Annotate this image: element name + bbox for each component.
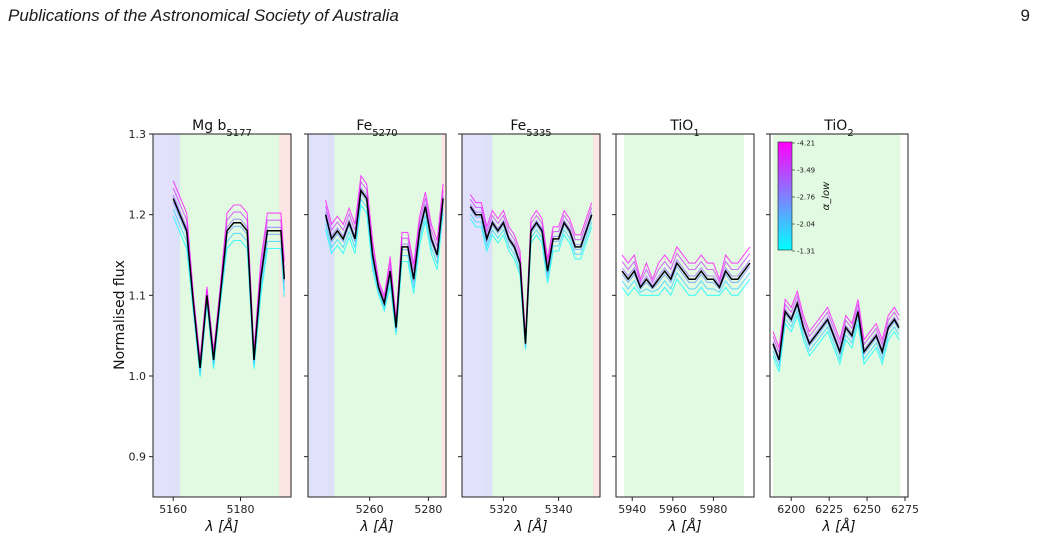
model-spectrum: [772, 299, 900, 358]
panel-title: Mg b5177: [192, 118, 252, 139]
y-tick-label: 0.9: [129, 451, 147, 464]
x-tick-label: 6200: [777, 503, 805, 516]
model-spectrum: [621, 278, 751, 297]
model-spectrum: [469, 194, 593, 338]
colorbar: [777, 141, 793, 251]
y-tick-label: 1.1: [129, 289, 147, 302]
green-band: [624, 134, 744, 497]
model-spectrum: [325, 203, 444, 335]
model-spectrum: [772, 289, 900, 348]
blue-band: [308, 134, 335, 497]
panel-frame: [461, 133, 601, 498]
model-spectrum: [772, 294, 900, 353]
x-tick-label: 5280: [414, 503, 442, 516]
green-band: [327, 134, 442, 497]
observed-spectrum: [324, 188, 444, 328]
x-axis-label: λ [Å]: [513, 518, 547, 535]
red-band: [593, 134, 600, 497]
model-spectrum: [325, 197, 444, 333]
model-spectrum: [621, 252, 751, 284]
model-spectrum: [772, 308, 900, 368]
model-spectrum: [621, 245, 751, 282]
panel-frame: [152, 133, 292, 498]
model-spectrum: [621, 271, 751, 293]
x-axis-label: λ [Å]: [204, 518, 238, 535]
panel-1: 0.9 1.0 1.1 1.2 1.3 5160 5180 Mg b5177 λ [Å]: [129, 118, 292, 535]
page-number: 9: [1020, 6, 1030, 25]
model-spectrum: [621, 265, 751, 290]
x-tick-label: 5960: [659, 503, 687, 516]
y-axis-label: Normalised flux: [112, 260, 128, 370]
red-band: [279, 134, 291, 497]
y-tick-label: 1.3: [129, 128, 147, 141]
observed-spectrum: [772, 300, 900, 361]
panel-title: TiO2: [823, 118, 853, 139]
y-tick-label: 1.2: [129, 209, 147, 222]
green-band: [482, 134, 595, 497]
colorbar-tick-label: -1.31: [797, 248, 815, 256]
y-tick-label: 1.0: [129, 370, 147, 383]
colorbar-tick-label: -2.76: [797, 194, 816, 202]
journal-title: Publications of the Astronomical Society…: [8, 6, 399, 25]
model-spectrum: [325, 180, 444, 324]
colorbar-tick-label: -2.04: [797, 221, 816, 229]
x-tick-label: 5940: [618, 503, 646, 516]
panel-frame: [615, 133, 755, 498]
x-tick-label: 5320: [489, 503, 517, 516]
green-band: [773, 134, 901, 497]
x-tick-label: 5340: [545, 503, 573, 516]
x-tick-label: 5160: [159, 503, 187, 516]
observed-spectrum: [469, 206, 593, 344]
panel-title: Fe5270: [356, 118, 397, 139]
x-tick-label: 6275: [891, 503, 919, 516]
panel-title: TiO1: [669, 118, 699, 139]
model-spectrum: [772, 313, 900, 373]
x-tick-label: 5180: [227, 503, 255, 516]
panel-3: 5320 5340 Fe5335 λ [Å]: [458, 118, 601, 535]
observed-spectrum: [172, 198, 286, 368]
blue-band: [462, 134, 493, 497]
panel-5: 6200 6225 6250 6275 TiO2 λ [Å]: [766, 118, 919, 535]
colorbar-label: α_low: [821, 181, 832, 210]
model-spectrum: [621, 258, 751, 287]
panel-frame: [769, 133, 909, 498]
x-tick-label: 5260: [356, 503, 384, 516]
panel-4: 5940 5960 5980 TiO1 λ [Å]: [612, 118, 755, 535]
model-spectrum: [325, 174, 444, 321]
panel-2: 5260 5280 Fe5270 λ [Å]: [304, 118, 447, 535]
x-tick-label: 6250: [853, 503, 881, 516]
panel-frame: [307, 133, 447, 498]
x-tick-label: 6225: [815, 503, 843, 516]
x-tick-label: 5980: [699, 503, 727, 516]
red-band: [441, 134, 446, 497]
x-axis-label: λ [Å]: [821, 518, 855, 535]
observed-spectrum: [621, 261, 751, 289]
green-band: [174, 134, 285, 497]
panel-title: Fe5335: [510, 118, 551, 139]
colorbar-tick-label: -3.49: [797, 167, 815, 175]
colorbar-tick-label: -4.21: [797, 140, 815, 148]
x-axis-label: λ [Å]: [359, 518, 393, 535]
model-spectrum: [172, 180, 285, 360]
x-axis-label: λ [Å]: [667, 518, 701, 535]
model-spectrum: [772, 303, 900, 363]
